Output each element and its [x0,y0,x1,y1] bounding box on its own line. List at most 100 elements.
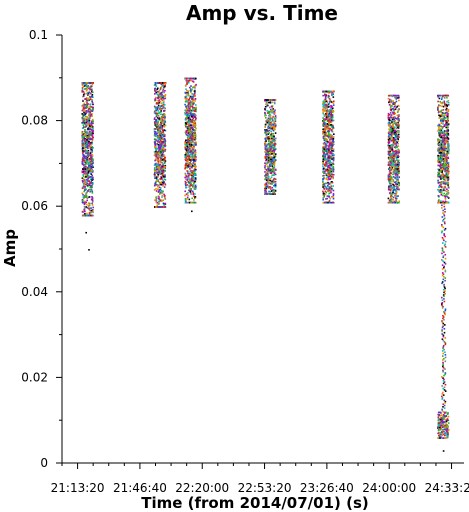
data-point [272,156,274,159]
data-point [194,87,196,89]
data-point [89,88,92,91]
data-point [185,99,187,102]
data-point [275,159,277,161]
data-point [190,131,192,133]
data-point [191,190,194,193]
data-point [327,135,329,138]
data-point [160,167,162,169]
data-point [393,118,395,120]
data-point [392,190,394,192]
data-point [273,148,276,151]
data-point [325,117,328,119]
data-point [164,124,167,127]
data-point [331,140,334,143]
data-point [155,157,158,159]
data-point [88,97,91,99]
data-point [332,162,334,165]
data-point [185,117,187,119]
data-point [157,135,159,138]
data-point [87,98,89,100]
data-point [81,109,84,112]
data-point [154,158,157,161]
data-point [155,183,157,186]
data-point [160,110,162,112]
data-point [158,128,161,131]
data-point [188,107,191,110]
data-point [193,115,195,118]
data-point [269,99,271,101]
data-point [159,111,162,113]
data-point [87,177,89,179]
data-point [191,146,193,149]
data-point [186,121,189,123]
data-point [322,198,324,201]
data-point [331,153,334,155]
data-point [329,197,332,200]
data-point [83,102,85,105]
data-point [89,96,92,99]
data-point [194,184,197,187]
data-point [154,89,156,92]
data-point [274,186,277,188]
data-point [157,139,159,142]
data-point [161,169,163,171]
data-point [329,160,331,162]
data-point [266,193,268,195]
data-point [392,128,395,130]
data-point [332,174,334,176]
data-point [190,142,192,145]
data-point [392,140,395,143]
data-point [272,152,274,155]
data-point [160,157,163,160]
data-point [274,160,276,163]
data-point [188,180,191,182]
data-point [272,129,275,132]
data-point [398,133,400,136]
data-point [92,159,94,162]
data-point [388,179,391,181]
data-point [389,201,391,204]
data-point [82,90,85,93]
data-point [395,164,398,166]
data-point [187,80,190,82]
data-point [189,102,192,105]
data-point [159,178,161,180]
data-point [190,114,192,116]
data-point [398,183,400,185]
data-point [331,120,333,123]
data-point [185,122,187,125]
data-point [390,125,392,127]
data-point [333,133,335,135]
data-point [88,118,91,121]
data-point [156,126,158,128]
data-point [161,93,163,96]
data-point [83,164,86,167]
data-point [387,97,390,100]
data-point [388,117,391,120]
data-point [328,167,331,169]
data-point [395,121,397,124]
data-point [396,201,398,204]
data-point [265,151,267,154]
data-point [388,100,391,103]
data-point [187,160,189,162]
data-point [330,105,332,107]
data-point [393,139,396,142]
data-point [269,111,271,113]
data-point [92,103,94,106]
data-point [86,86,89,89]
data-point [155,150,157,153]
data-point [264,129,266,131]
data-point [159,152,162,154]
data-point [193,182,195,184]
data-point [89,158,92,160]
data-point [323,196,325,198]
data-point [85,104,88,106]
data-point [86,175,89,178]
data-point [332,141,335,143]
data-point [387,150,390,153]
data-point [83,203,86,205]
data-point [186,178,188,180]
data-point [271,180,273,182]
data-point [195,158,197,161]
